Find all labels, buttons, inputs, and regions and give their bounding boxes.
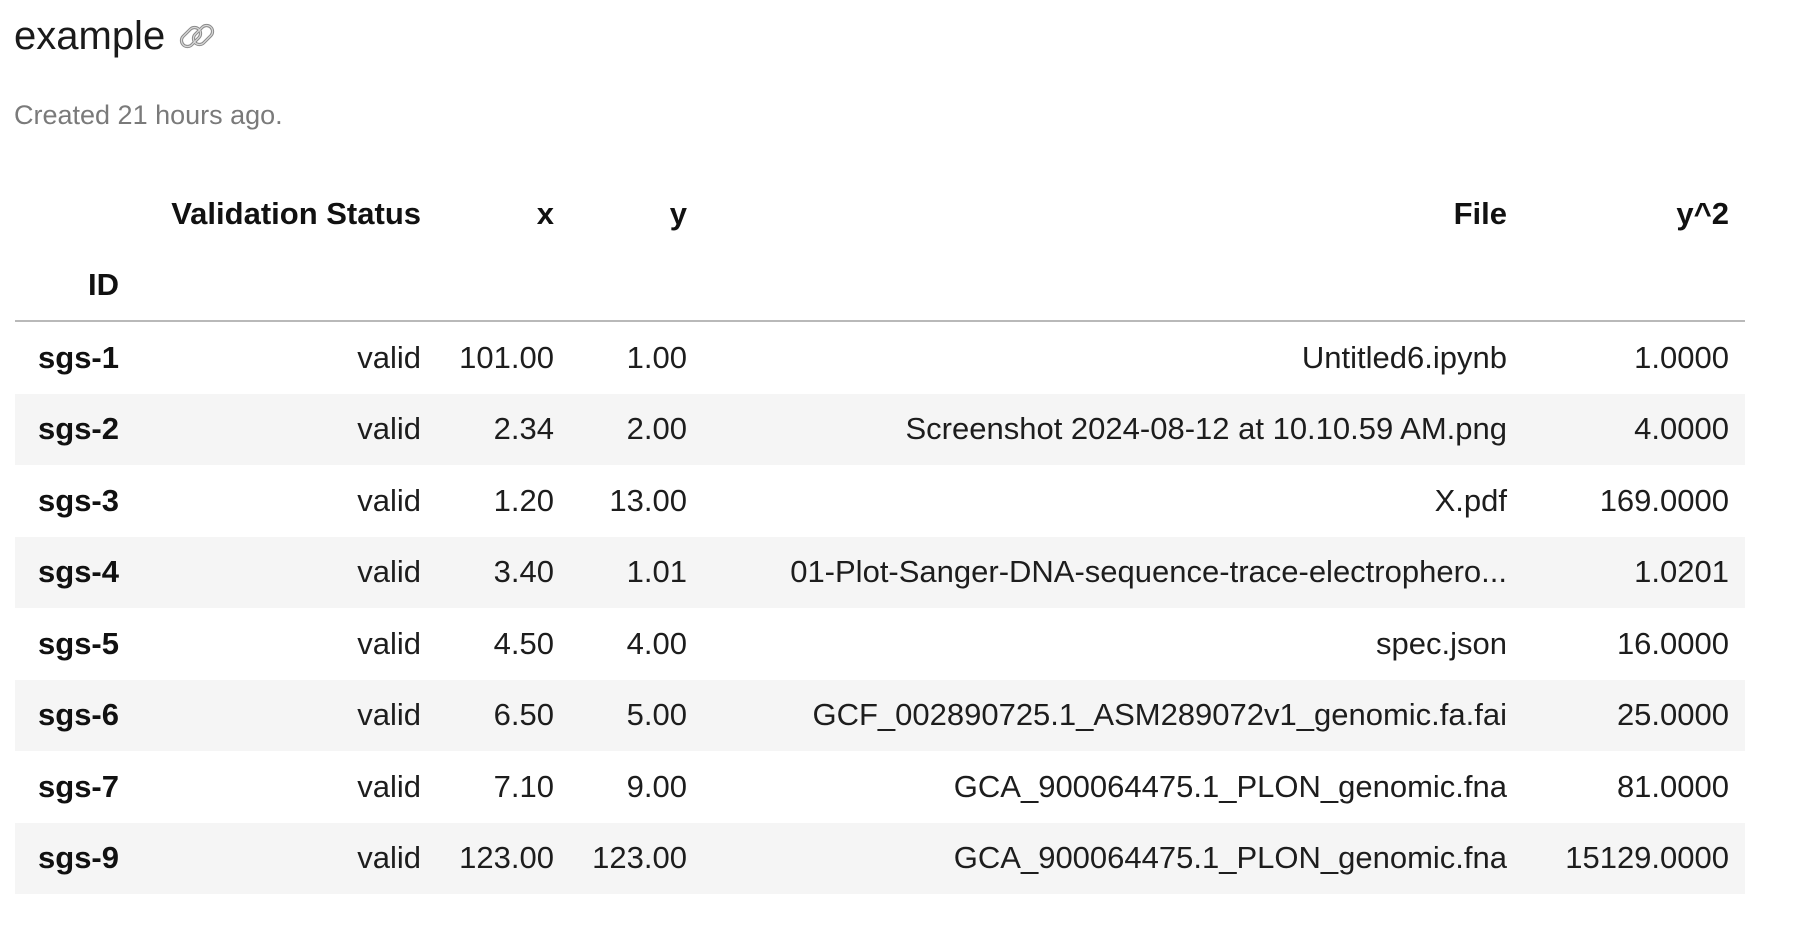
file-cell: spec.json	[1376, 625, 1507, 661]
validation-status-cell: valid	[357, 697, 421, 733]
y-squared-cell: 16.0000	[1616, 625, 1729, 661]
title-row: example	[14, 8, 221, 64]
x-cell: 4.50	[493, 625, 554, 661]
column-header-y: y	[669, 196, 687, 231]
column-header-x: x	[536, 196, 554, 231]
index-row-empty-cell	[570, 250, 703, 322]
x-cell: 101.00	[459, 339, 554, 375]
y-cell: 1.01	[626, 554, 687, 590]
column-header-y-squared: y^2	[1676, 196, 1729, 231]
column-header-file: File	[1453, 196, 1507, 231]
x-cell: 123.00	[459, 840, 554, 876]
file-cell: Screenshot 2024-08-12 at 10.10.59 AM.png	[905, 411, 1508, 447]
created-timestamp: Created 21 hours ago.	[14, 100, 283, 130]
row-id: sgs-1	[38, 339, 119, 375]
row-id: sgs-7	[38, 768, 119, 804]
x-cell: 2.34	[493, 411, 554, 447]
y-cell: 4.00	[626, 625, 687, 661]
index-row-empty-cell	[135, 250, 437, 322]
y-cell: 123.00	[592, 840, 687, 876]
link-icon[interactable]	[173, 12, 221, 60]
file-cell: GCA_900064475.1_PLON_genomic.fna	[953, 768, 1507, 804]
y-squared-cell: 1.0000	[1634, 339, 1729, 375]
index-row-empty-cell	[703, 250, 1523, 322]
y-cell: 9.00	[626, 768, 687, 804]
column-header-validation-status: Validation Status	[171, 196, 421, 231]
file-cell: 01-Plot-Sanger-DNA-sequence-trace-electr…	[790, 554, 1507, 590]
row-id: sgs-9	[38, 840, 119, 876]
x-cell: 6.50	[493, 697, 554, 733]
table-row: sgs-5 valid 4.50 4.00 spec.json 16.0000	[15, 608, 1745, 680]
row-id: sgs-2	[38, 411, 119, 447]
index-row-empty-cell	[437, 250, 570, 322]
data-table: Validation Status x y File y^2 ID sgs-1 …	[15, 178, 1745, 894]
table-row: sgs-3 valid 1.20 13.00 X.pdf 169.0000	[15, 465, 1745, 537]
y-squared-cell: 4.0000	[1634, 411, 1729, 447]
y-cell: 1.00	[626, 339, 687, 375]
file-cell: Untitled6.ipynb	[1301, 339, 1507, 375]
table-header-row: Validation Status x y File y^2	[15, 178, 1745, 250]
index-name-header: ID	[15, 250, 135, 322]
table-row: sgs-1 valid 101.00 1.00 Untitled6.ipynb …	[15, 321, 1745, 394]
index-corner-cell	[15, 178, 135, 250]
validation-status-cell: valid	[357, 768, 421, 804]
y-squared-cell: 25.0000	[1616, 697, 1729, 733]
x-cell: 7.10	[493, 768, 554, 804]
validation-status-cell: valid	[357, 482, 421, 518]
table-row: sgs-6 valid 6.50 5.00 GCF_002890725.1_AS…	[15, 679, 1745, 751]
row-id: sgs-3	[38, 482, 119, 518]
row-id: sgs-5	[38, 625, 119, 661]
table-row: sgs-4 valid 3.40 1.01 01-Plot-Sanger-DNA…	[15, 536, 1745, 608]
table-row: sgs-9 valid 123.00 123.00 GCA_900064475.…	[15, 822, 1745, 894]
validation-status-cell: valid	[357, 625, 421, 661]
validation-status-cell: valid	[357, 840, 421, 876]
x-cell: 3.40	[493, 554, 554, 590]
y-cell: 13.00	[609, 482, 687, 518]
file-cell: GCF_002890725.1_ASM289072v1_genomic.fa.f…	[812, 697, 1507, 733]
row-id: sgs-4	[38, 554, 119, 590]
index-name-row: ID	[15, 250, 1745, 322]
index-row-empty-cell	[1523, 250, 1745, 322]
table-row: sgs-7 valid 7.10 9.00 GCA_900064475.1_PL…	[15, 751, 1745, 823]
x-cell: 1.20	[493, 482, 554, 518]
file-cell: GCA_900064475.1_PLON_genomic.fna	[953, 840, 1507, 876]
y-squared-cell: 169.0000	[1599, 482, 1729, 518]
row-id: sgs-6	[38, 697, 119, 733]
validation-status-cell: valid	[357, 554, 421, 590]
validation-status-cell: valid	[357, 339, 421, 375]
y-cell: 5.00	[626, 697, 687, 733]
file-cell: X.pdf	[1434, 482, 1507, 518]
page-title: example	[14, 13, 166, 58]
y-squared-cell: 1.0201	[1634, 554, 1729, 590]
y-squared-cell: 15129.0000	[1565, 840, 1729, 876]
y-cell: 2.00	[626, 411, 687, 447]
y-squared-cell: 81.0000	[1616, 768, 1729, 804]
table-row: sgs-2 valid 2.34 2.00 Screenshot 2024-08…	[15, 393, 1745, 465]
validation-status-cell: valid	[357, 411, 421, 447]
link-icon-graphic	[180, 23, 215, 49]
